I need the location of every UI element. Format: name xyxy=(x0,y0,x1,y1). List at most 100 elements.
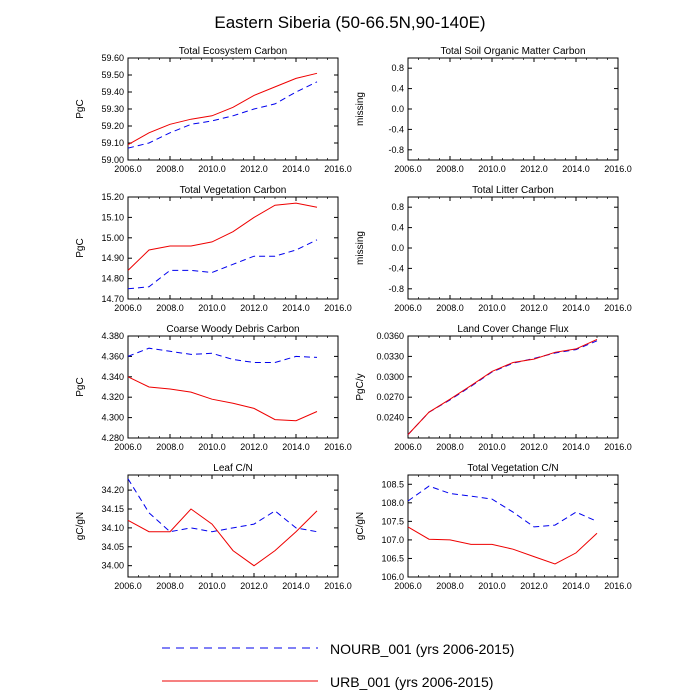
x-tick-label: 2010.0 xyxy=(478,303,506,313)
y-tick-label: 0.8 xyxy=(391,202,404,212)
x-tick-label: 2012.0 xyxy=(240,303,268,313)
x-tick-label: 2010.0 xyxy=(478,164,506,174)
x-tick-label: 2008.0 xyxy=(156,303,184,313)
y-tick-label: 4.320 xyxy=(101,392,124,402)
y-tick-label: 0.8 xyxy=(391,63,404,73)
y-tick-label: 107.0 xyxy=(381,535,404,545)
series-line-urb xyxy=(127,376,318,422)
series-line-urb xyxy=(407,338,598,435)
y-tick-label: 59.10 xyxy=(101,138,124,148)
chart-panel: Leaf C/N gC/gN 2006.0 2008.0 2010.0 2012.0 201… xyxy=(75,463,352,591)
series-line-urb xyxy=(127,72,318,146)
plot-frame xyxy=(407,335,619,439)
chart-title: Total Vegetation C/N xyxy=(467,463,558,474)
figure-title: Eastern Siberia (50-66.5N,90-140E) xyxy=(214,13,485,32)
y-tick-label: 106.0 xyxy=(381,572,404,582)
series-line-nourb xyxy=(407,485,598,528)
chart-title: Land Cover Change Flux xyxy=(457,324,568,335)
x-tick-label: 2014.0 xyxy=(562,303,590,313)
x-tick-label: 2016.0 xyxy=(324,442,352,452)
x-tick-label: 2012.0 xyxy=(520,442,548,452)
y-tick-label: 34.05 xyxy=(101,542,124,552)
y-tick-label: 34.15 xyxy=(101,504,124,514)
y-tick-label: 4.340 xyxy=(101,372,124,382)
x-tick-label: 2008.0 xyxy=(156,581,184,591)
chart-title: Total Vegetation Carbon xyxy=(180,185,287,196)
y-tick-label: 0.0330 xyxy=(376,351,404,361)
y-axis-label: PgC xyxy=(75,238,86,257)
x-tick-label: 2010.0 xyxy=(198,442,226,452)
x-tick-label: 2006.0 xyxy=(394,442,422,452)
x-tick-label: 2014.0 xyxy=(562,164,590,174)
y-tick-label: 15.20 xyxy=(101,192,124,202)
chart-panel: Total Soil Organic Matter Carbon missing 2… xyxy=(355,46,632,174)
y-axis-label: missing xyxy=(355,92,366,126)
y-tick-label: 106.5 xyxy=(381,553,404,563)
x-tick-label: 2008.0 xyxy=(436,442,464,452)
y-tick-label: 4.280 xyxy=(101,433,124,443)
x-tick-label: 2006.0 xyxy=(114,442,142,452)
y-tick-label: 0.0270 xyxy=(376,392,404,402)
y-tick-label: 15.00 xyxy=(101,233,124,243)
chart-panel: Total Vegetation C/N gC/gN 2006.0 2008.0 201… xyxy=(355,463,632,591)
x-tick-label: 2012.0 xyxy=(240,442,268,452)
x-tick-label: 2012.0 xyxy=(520,164,548,174)
y-tick-label: -0.8 xyxy=(388,284,404,294)
y-axis-label: gC/gN xyxy=(355,512,366,540)
y-tick-label: 34.20 xyxy=(101,485,124,495)
y-tick-label: 34.00 xyxy=(101,561,124,571)
x-tick-label: 2006.0 xyxy=(114,164,142,174)
y-tick-label: 108.5 xyxy=(381,479,404,489)
x-tick-label: 2016.0 xyxy=(604,303,632,313)
x-tick-label: 2012.0 xyxy=(240,581,268,591)
y-tick-label: 0.0300 xyxy=(376,372,404,382)
x-tick-label: 2010.0 xyxy=(198,303,226,313)
x-tick-label: 2014.0 xyxy=(282,581,310,591)
chart-panel: Total Litter Carbon missing 2006.0 2008.0 20… xyxy=(355,185,632,313)
x-tick-label: 2016.0 xyxy=(604,581,632,591)
series-line-nourb xyxy=(407,340,598,435)
x-tick-label: 2016.0 xyxy=(604,164,632,174)
x-tick-label: 2012.0 xyxy=(520,581,548,591)
y-tick-label: -0.4 xyxy=(388,124,404,134)
x-tick-label: 2014.0 xyxy=(562,442,590,452)
x-tick-label: 2006.0 xyxy=(394,581,422,591)
y-axis-label: PgC xyxy=(75,377,86,396)
x-tick-label: 2014.0 xyxy=(282,303,310,313)
y-tick-label: 14.80 xyxy=(101,274,124,284)
chart-panel: Coarse Woody Debris Carbon PgC 2006.0 2008.… xyxy=(75,324,352,452)
y-axis-label: PgC/y xyxy=(355,373,366,400)
x-tick-label: 2008.0 xyxy=(156,164,184,174)
y-tick-label: 59.30 xyxy=(101,104,124,114)
x-tick-label: 2006.0 xyxy=(394,303,422,313)
x-tick-label: 2016.0 xyxy=(324,164,352,174)
chart-title: Coarse Woody Debris Carbon xyxy=(166,324,299,335)
y-tick-label: 59.40 xyxy=(101,87,124,97)
legend-label-nourb: NOURB_001 (yrs 2006-2015) xyxy=(330,641,514,657)
y-axis-label: gC/gN xyxy=(75,512,86,540)
y-tick-label: 0.4 xyxy=(391,84,404,94)
y-tick-label: 0.0 xyxy=(391,243,404,253)
x-tick-label: 2014.0 xyxy=(282,442,310,452)
chart-panel: Land Cover Change Flux PgC/y 2006.0 2008.0 2… xyxy=(355,324,632,452)
y-tick-label: 107.5 xyxy=(381,516,404,526)
x-tick-label: 2016.0 xyxy=(324,581,352,591)
plot-frame xyxy=(127,474,339,578)
series-line-nourb xyxy=(127,239,318,290)
x-tick-label: 2012.0 xyxy=(520,303,548,313)
y-axis-label: missing xyxy=(355,231,366,265)
x-tick-label: 2014.0 xyxy=(282,164,310,174)
chart-panel: Total Ecosystem Carbon PgC 2006.0 2008.0 201… xyxy=(75,46,352,174)
y-axis-label: PgC xyxy=(75,99,86,118)
x-tick-label: 2010.0 xyxy=(198,164,226,174)
y-tick-label: -0.4 xyxy=(388,263,404,273)
x-tick-label: 2006.0 xyxy=(114,303,142,313)
y-tick-label: 14.70 xyxy=(101,294,124,304)
plot-frame xyxy=(407,196,619,300)
y-tick-label: 14.90 xyxy=(101,253,124,263)
y-tick-label: 4.380 xyxy=(101,331,124,341)
series-line-nourb xyxy=(127,478,318,533)
plot-frame xyxy=(127,335,339,439)
legend: NOURB_001 (yrs 2006-2015) URB_001 (yrs 2… xyxy=(162,641,514,690)
